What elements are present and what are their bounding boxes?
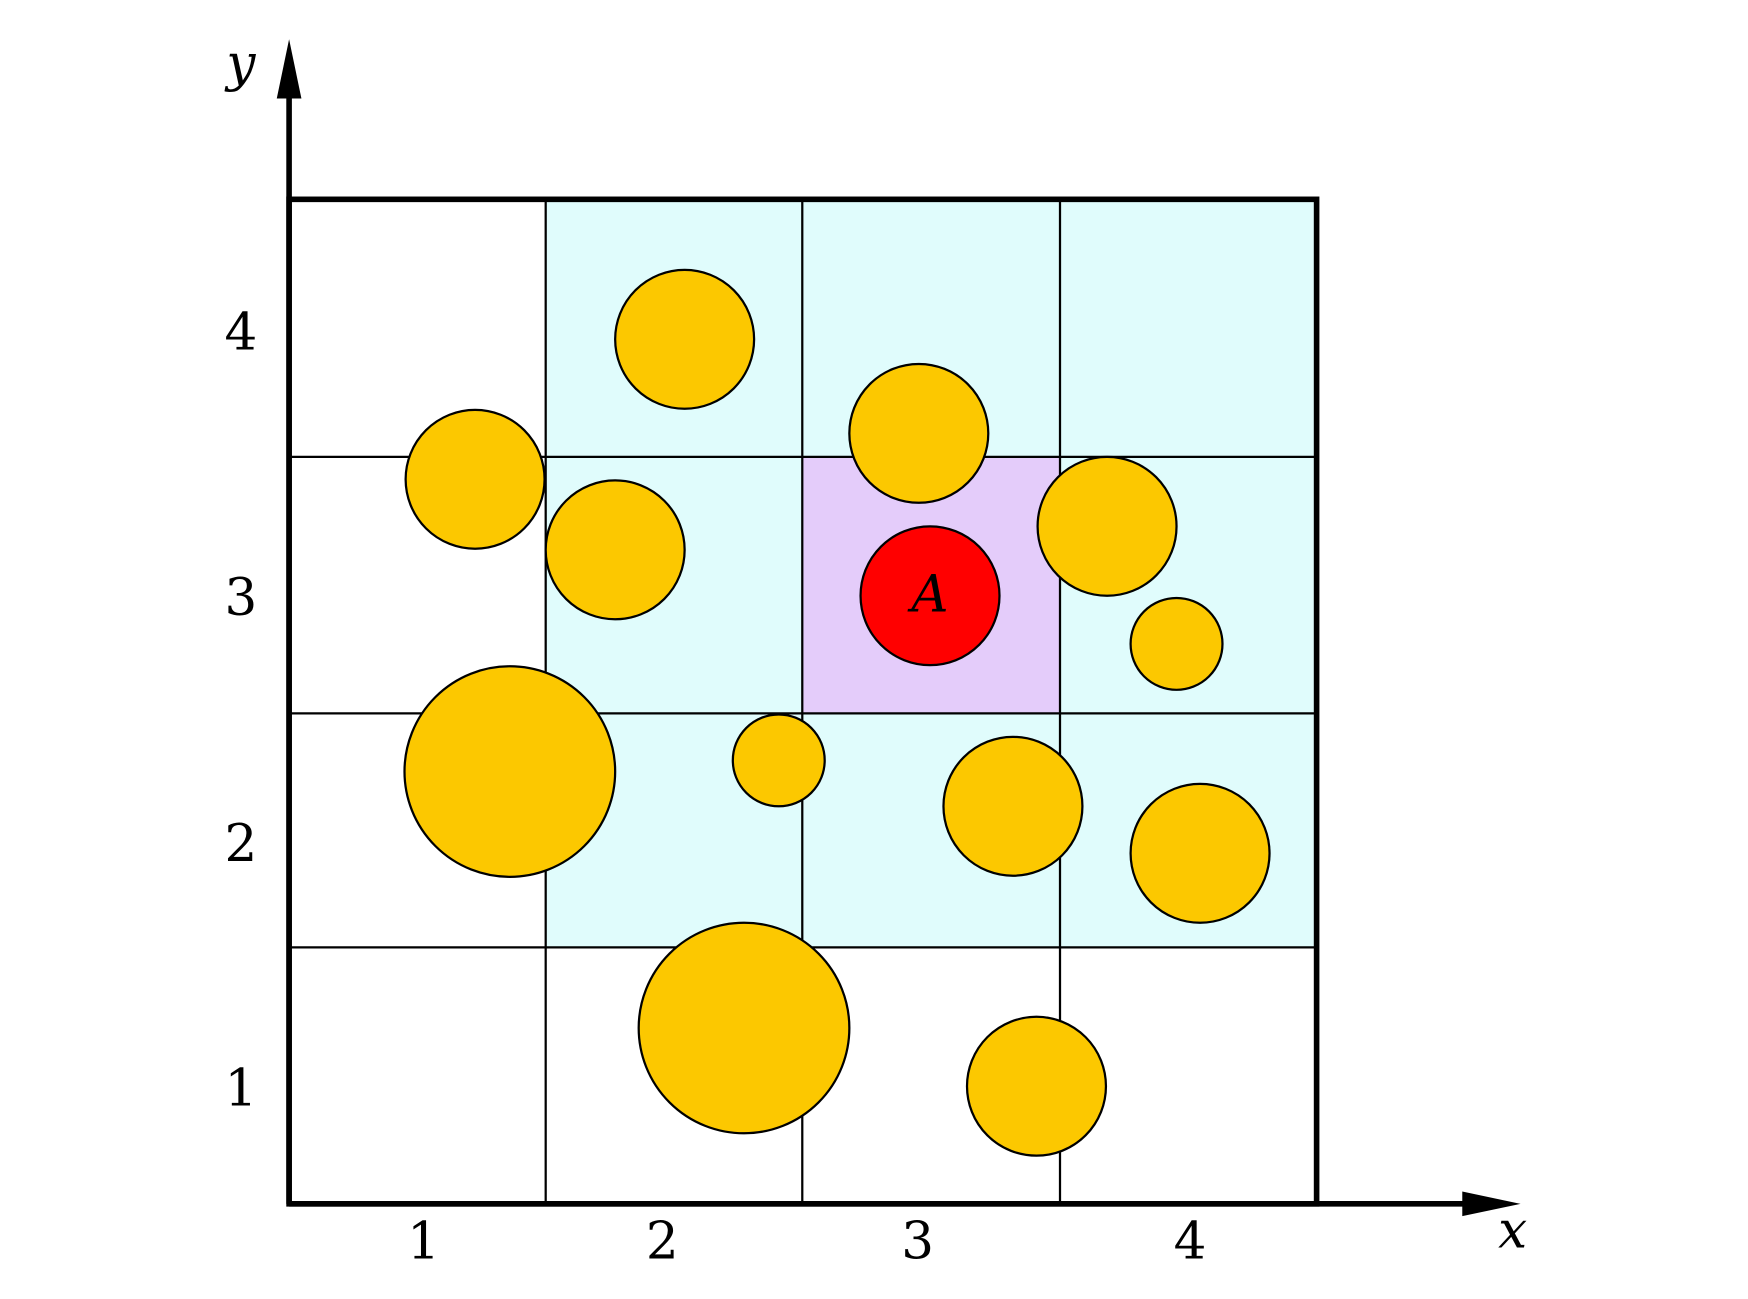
particle — [637, 921, 851, 1135]
particle — [544, 479, 686, 621]
x-axis-label: x — [1498, 1201, 1527, 1261]
x-tick-label: 4 — [1174, 1212, 1207, 1272]
y-tick-label: 1 — [225, 1058, 258, 1118]
x-tick-label: 1 — [407, 1212, 440, 1272]
particle — [965, 1015, 1108, 1157]
y-tick-label: 3 — [225, 568, 258, 628]
x-arrow — [1462, 1191, 1521, 1217]
particle — [614, 268, 756, 410]
particle — [1036, 455, 1178, 597]
particle — [1129, 596, 1224, 691]
y-tick-label: 2 — [225, 814, 258, 874]
y-axis-label: y — [224, 34, 256, 94]
y-arrow — [276, 39, 302, 99]
particle — [848, 362, 990, 504]
particle — [942, 735, 1084, 877]
target-label: A — [907, 564, 948, 624]
y-tick-label: 4 — [225, 302, 258, 362]
particle — [731, 713, 826, 808]
particle — [404, 408, 546, 550]
particle — [403, 665, 617, 878]
x-tick-label: 2 — [646, 1212, 679, 1272]
target-particle — [859, 525, 1001, 667]
particles — [403, 268, 1271, 1157]
particle — [1129, 782, 1271, 924]
x-tick-label: 3 — [901, 1212, 934, 1272]
